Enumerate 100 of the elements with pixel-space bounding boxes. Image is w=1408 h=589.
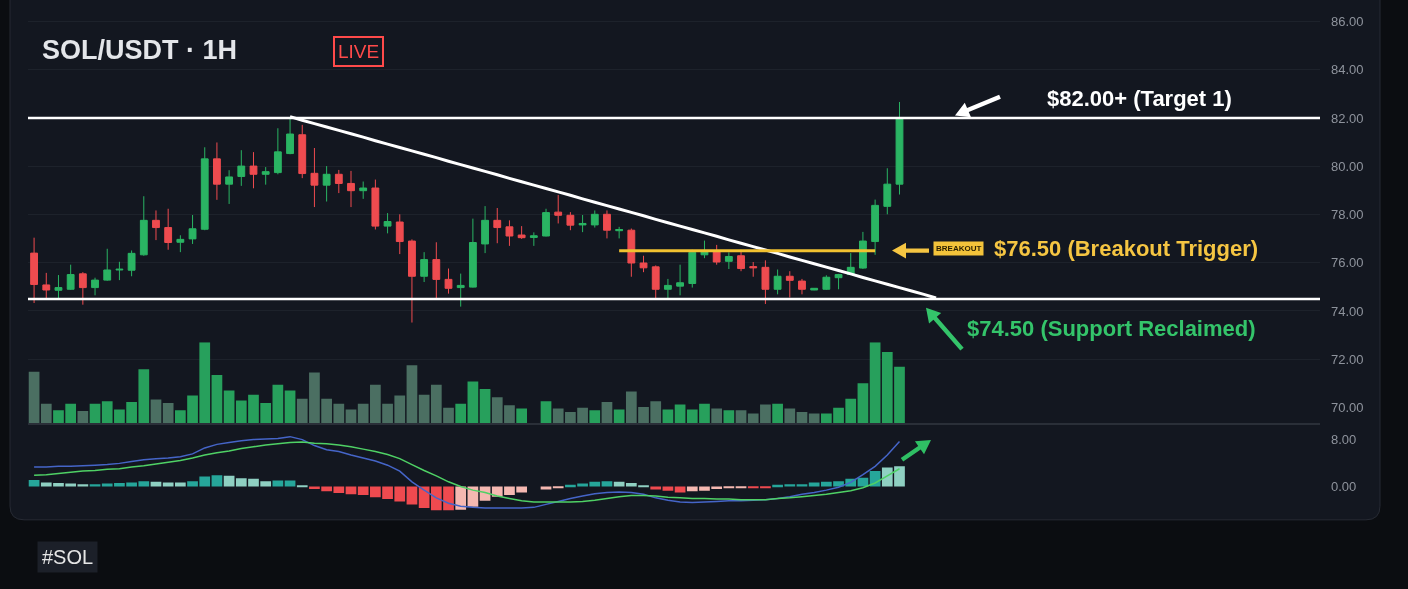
candlestick — [493, 207, 502, 244]
candlestick — [542, 208, 550, 237]
bar — [455, 403, 467, 425]
candlestick — [152, 209, 160, 241]
candlestick — [91, 277, 99, 296]
bar — [589, 410, 601, 425]
candlestick — [310, 147, 319, 208]
candlestick — [517, 225, 526, 240]
bar — [296, 485, 308, 488]
annotation: LIVE — [338, 41, 380, 62]
candlestick — [261, 166, 270, 186]
y-tick-label: 8.00 — [1331, 431, 1357, 447]
annotation: BREAKOUT — [936, 244, 982, 253]
candlestick — [895, 101, 904, 196]
candlestick — [66, 264, 75, 291]
annotation: $76.50 (Breakout Trigger) — [994, 236, 1259, 261]
candlestick — [103, 248, 112, 282]
annotation: $82.00+ (Target 1) — [1047, 86, 1232, 111]
candlestick — [749, 261, 758, 278]
candlestick — [42, 272, 51, 300]
candlestick — [871, 199, 880, 256]
y-tick-label: 78.00 — [1331, 207, 1364, 223]
candlestick — [529, 231, 538, 247]
bar — [796, 484, 808, 487]
candlestick — [554, 194, 563, 224]
candlestick — [408, 238, 416, 324]
candlestick — [286, 117, 294, 155]
bar — [650, 486, 662, 490]
candlestick — [359, 181, 368, 200]
candlestick — [785, 270, 794, 298]
candlestick — [127, 249, 136, 277]
y-tick-label: 80.00 — [1331, 158, 1364, 174]
bar — [869, 342, 881, 425]
text: #SOL — [42, 546, 94, 568]
y-tick-label: 76.00 — [1331, 255, 1364, 271]
bar — [406, 365, 418, 425]
candlestick — [810, 287, 819, 291]
bar — [211, 475, 223, 487]
candlestick — [505, 219, 514, 247]
candlestick — [663, 278, 672, 299]
candlestick — [188, 214, 197, 245]
bar — [28, 480, 40, 487]
candlestick — [139, 195, 148, 257]
candlestick — [444, 268, 453, 295]
candlestick — [883, 167, 892, 215]
candlestick — [761, 259, 770, 305]
line-series — [33, 441, 901, 503]
bar — [77, 411, 89, 425]
bar — [272, 384, 284, 425]
candlestick — [615, 226, 624, 239]
y-tick-label: 74.00 — [1331, 303, 1364, 319]
bar — [601, 481, 613, 487]
candlestick — [371, 179, 380, 230]
candlestick — [688, 249, 697, 289]
bar — [455, 486, 467, 510]
candlestick — [651, 264, 660, 300]
candlestick — [798, 278, 806, 295]
candlestick — [395, 213, 404, 255]
bar — [89, 484, 101, 487]
candlestick — [724, 251, 733, 270]
bar — [479, 388, 491, 425]
bar — [150, 481, 162, 487]
text: SOL/USDT · 1H — [42, 34, 238, 65]
candlestick — [712, 244, 721, 266]
y-tick-label: 84.00 — [1331, 62, 1364, 78]
candlestick — [456, 273, 465, 308]
y-tick-label: 72.00 — [1331, 351, 1364, 367]
bar — [467, 381, 479, 425]
candlestick — [225, 169, 234, 205]
bar — [162, 402, 174, 425]
candlestick — [676, 264, 685, 296]
candlestick — [420, 251, 429, 283]
y-tick-label: 0.00 — [1331, 479, 1357, 495]
candlestick — [249, 151, 258, 189]
candlestick — [773, 269, 782, 295]
candlestick — [468, 218, 477, 289]
bar — [723, 410, 735, 425]
candlestick — [200, 146, 209, 231]
bar — [772, 403, 783, 425]
candlestick — [578, 214, 587, 233]
candlestick — [822, 274, 831, 291]
candlestick — [298, 124, 307, 179]
bar — [40, 403, 52, 425]
bar — [735, 486, 747, 489]
bar — [857, 383, 869, 425]
candlestick — [432, 241, 441, 299]
candlestick — [639, 255, 648, 273]
bar — [28, 371, 40, 425]
candlestick — [176, 234, 185, 253]
candlestick — [834, 273, 843, 290]
bar — [540, 486, 552, 490]
bar — [711, 408, 723, 425]
candlestick — [78, 271, 87, 306]
bar — [211, 375, 223, 425]
bar — [284, 480, 296, 487]
bar — [784, 408, 796, 425]
candlestick — [334, 169, 343, 194]
bar — [223, 475, 235, 487]
candlestick — [383, 212, 392, 234]
y-tick-label: 82.00 — [1331, 110, 1364, 126]
